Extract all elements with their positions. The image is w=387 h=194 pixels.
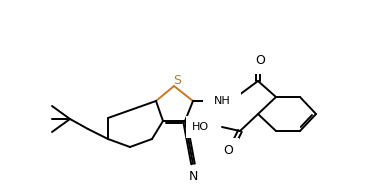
Text: N: N <box>188 170 198 183</box>
Text: O: O <box>223 145 233 158</box>
Text: S: S <box>173 74 181 87</box>
Text: O: O <box>255 55 265 68</box>
Text: HO: HO <box>192 122 209 132</box>
Text: NH: NH <box>214 96 230 106</box>
